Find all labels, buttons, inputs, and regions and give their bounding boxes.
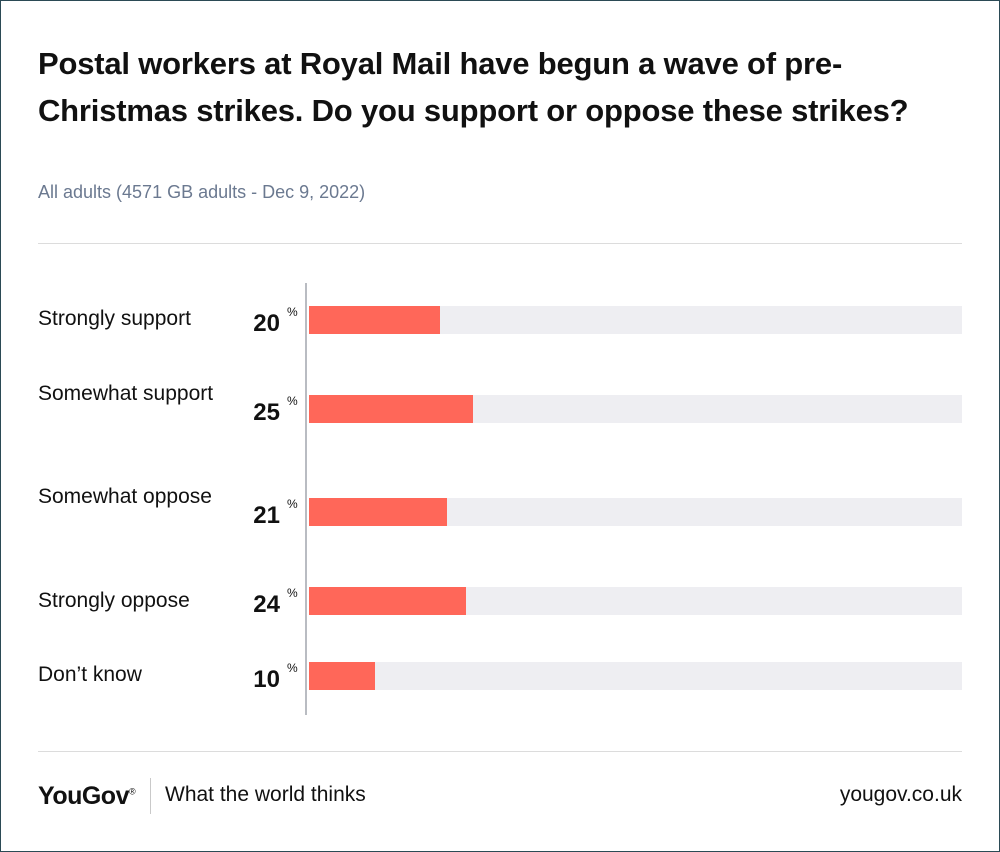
- bar: [309, 306, 440, 334]
- brand-name: YouGov: [38, 782, 129, 810]
- bar-track: [309, 395, 962, 423]
- value-label: 20: [253, 310, 280, 337]
- footer-separator: [150, 778, 151, 814]
- top-divider: [38, 243, 962, 244]
- chart-title: Postal workers at Royal Mail have begun …: [38, 46, 909, 128]
- yougov-logo: YouGov®: [38, 782, 136, 811]
- bar-track: [309, 662, 962, 690]
- category-label: Somewhat oppose: [38, 485, 212, 508]
- category-label: Strongly support: [38, 307, 191, 330]
- percent-sign: %: [287, 586, 298, 600]
- value-label: 24: [253, 591, 280, 618]
- bar-track: [309, 587, 962, 615]
- bottom-divider: [38, 751, 962, 752]
- category-label: Somewhat support: [38, 382, 214, 405]
- category-label: Strongly oppose: [38, 589, 190, 612]
- value-label: 25: [253, 399, 280, 426]
- brand-registered-mark: ®: [128, 786, 136, 797]
- bar: [309, 395, 473, 423]
- percent-sign: %: [287, 394, 298, 408]
- bar: [309, 498, 447, 526]
- percent-sign: %: [287, 661, 298, 675]
- chart-subtitle: All adults (4571 GB adults - Dec 9, 2022…: [38, 182, 366, 202]
- y-axis-line: [305, 283, 307, 715]
- category-label: Don’t know: [38, 663, 142, 686]
- bar-track: [309, 498, 962, 526]
- bar: [309, 662, 375, 690]
- bar: [309, 587, 466, 615]
- percent-sign: %: [287, 497, 298, 511]
- value-label: 21: [253, 502, 280, 529]
- value-label: 10: [253, 666, 280, 693]
- footer-tagline: What the world thinks: [165, 783, 366, 806]
- bar-track: [309, 306, 962, 334]
- footer-url: yougov.co.uk: [839, 783, 962, 806]
- percent-sign: %: [287, 305, 298, 319]
